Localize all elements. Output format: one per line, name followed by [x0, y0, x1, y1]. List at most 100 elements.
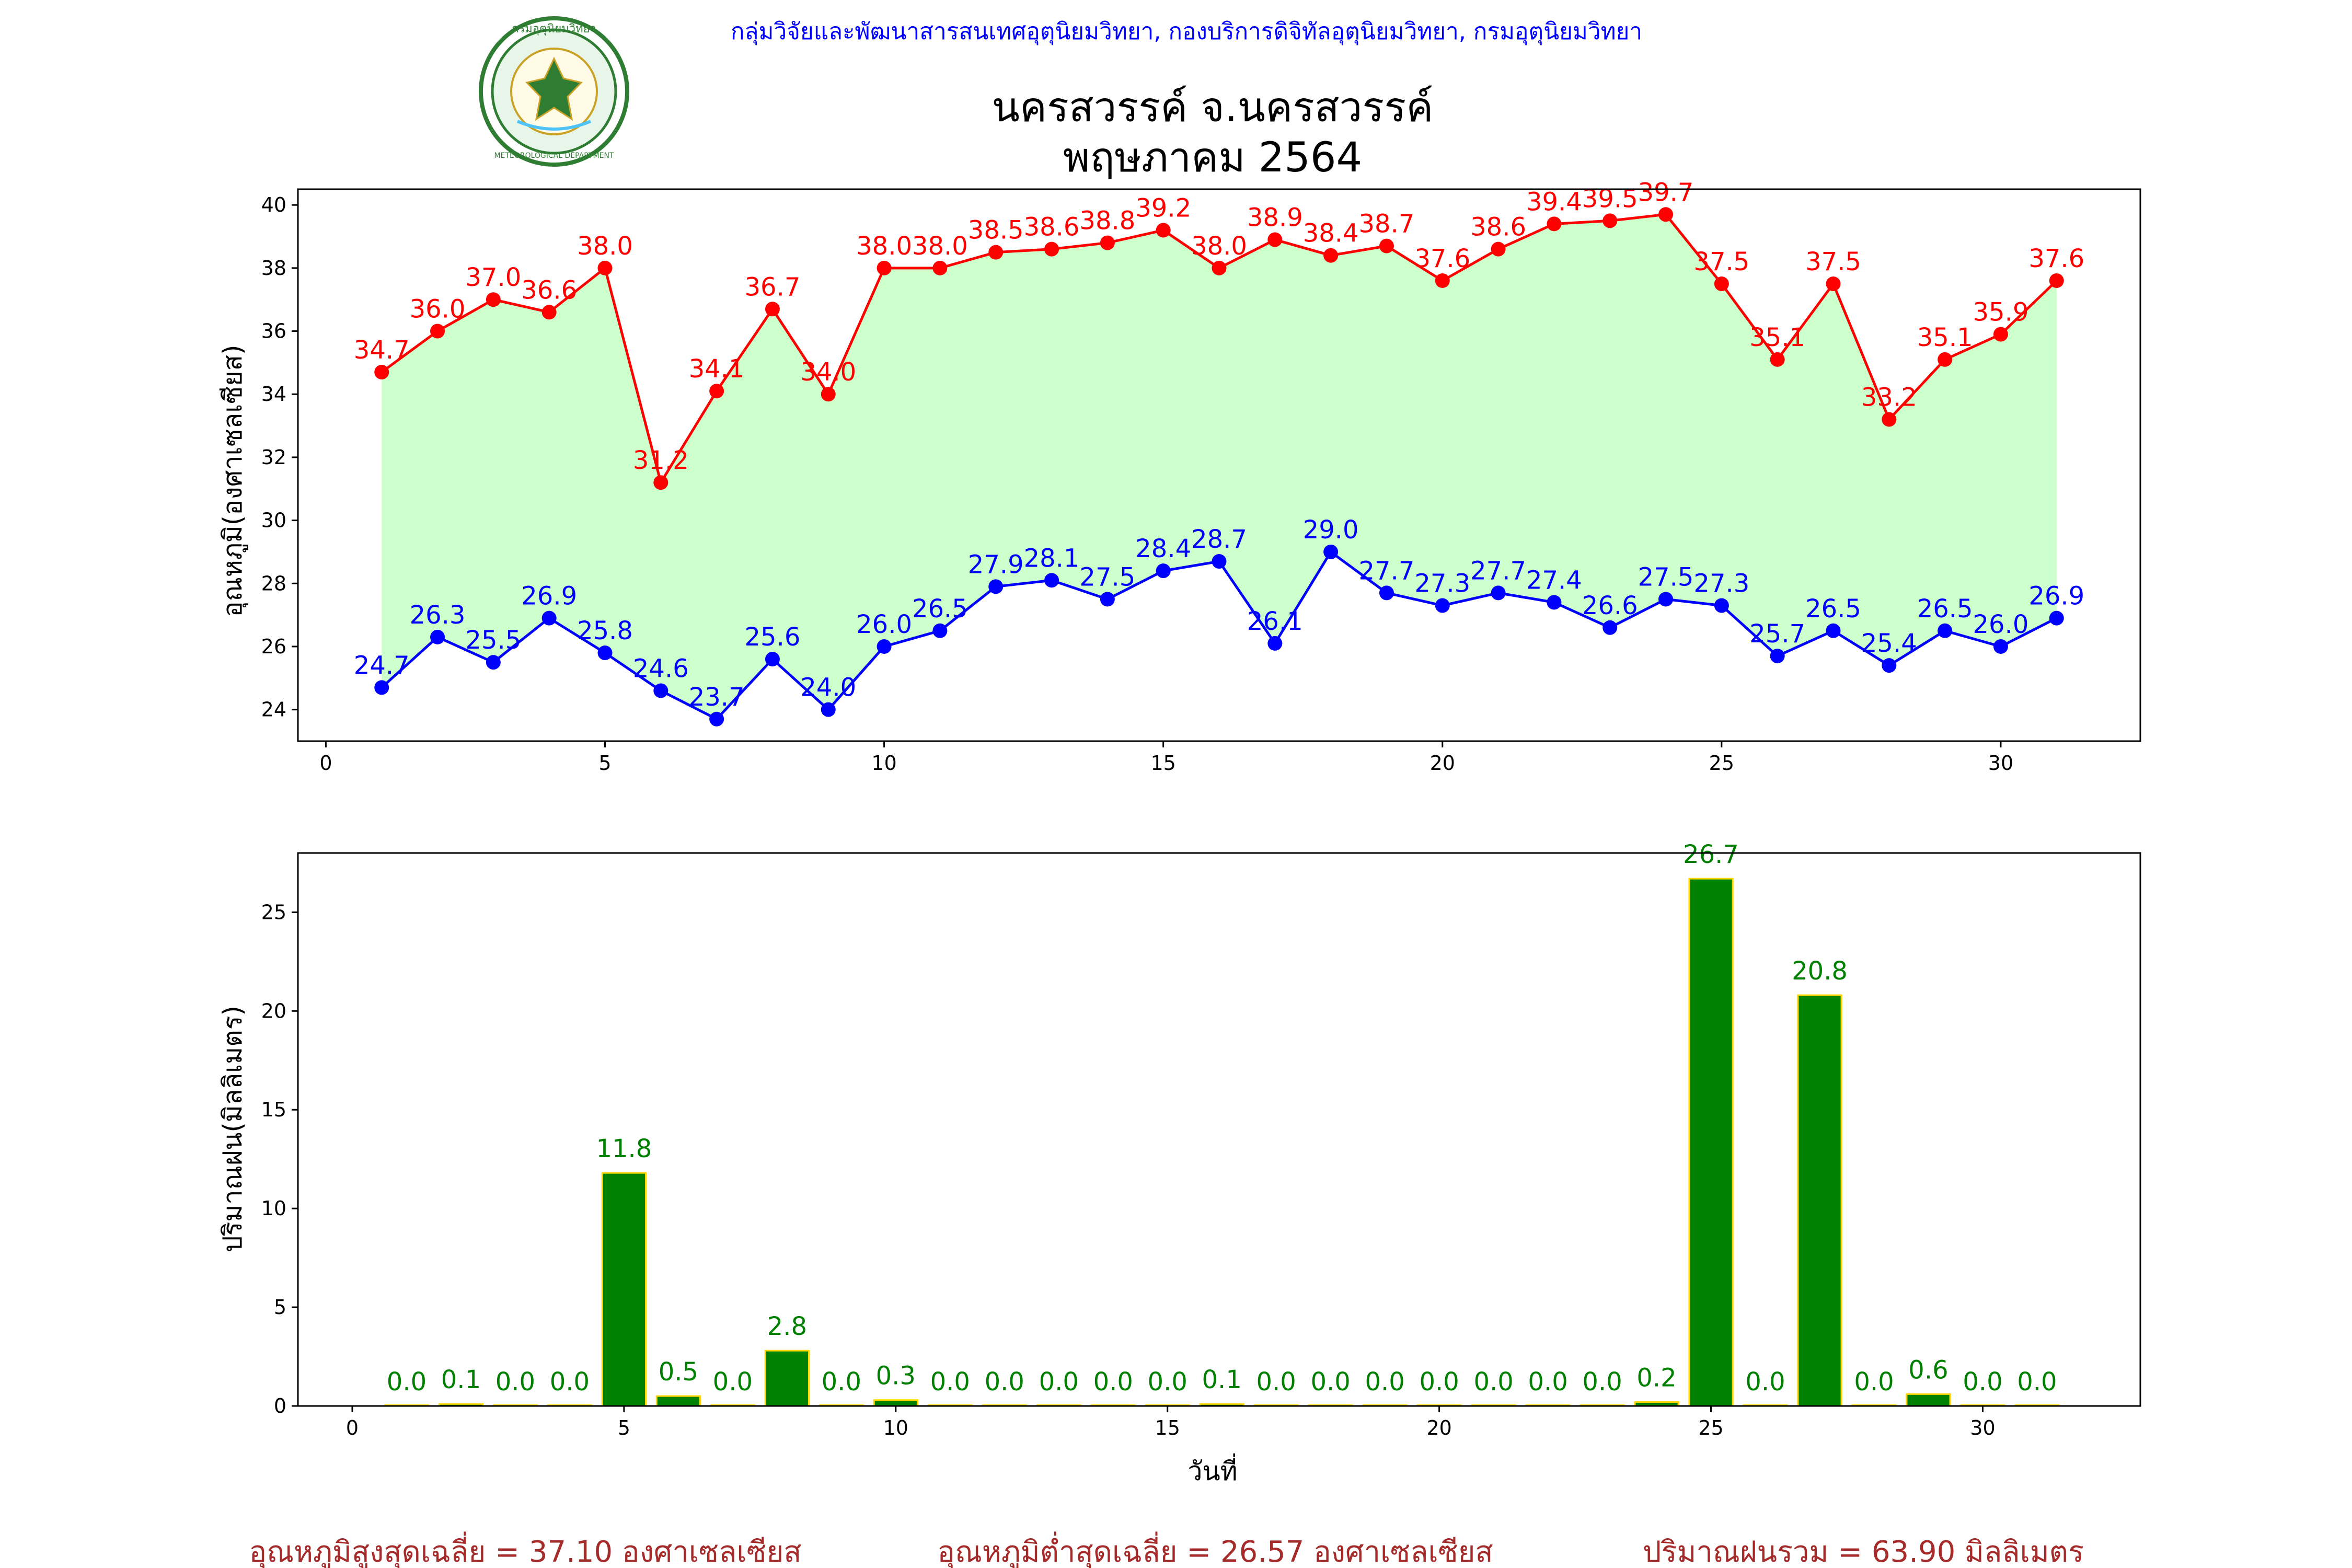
rainfall-y-axis-label: ปริมาณฝน(มิลลิเมตร) — [217, 1006, 248, 1252]
min-temperature-point — [1323, 544, 1339, 559]
max-temperature-data-label: 39.2 — [1135, 193, 1191, 223]
min-temperature-point — [932, 623, 948, 638]
min-temperature-point — [374, 680, 389, 695]
max-temperature-data-label: 35.1 — [1917, 323, 1973, 352]
rainfall-data-label: 0.1 — [441, 1365, 481, 1394]
min-temperature-data-label: 26.6 — [1582, 591, 1638, 620]
temp-y-tick-label: 26 — [261, 635, 286, 658]
max-temperature-point — [1212, 260, 1227, 275]
min-temperature-point — [486, 655, 501, 670]
max-temperature-data-label: 34.7 — [354, 336, 410, 365]
min-temperature-data-label: 26.9 — [521, 582, 577, 611]
rainfall-data-label: 0.2 — [1636, 1363, 1676, 1392]
temp-y-tick-label: 24 — [261, 698, 286, 721]
rainfall-data-label: 11.8 — [596, 1134, 652, 1163]
x-tick-label: 30 — [1988, 752, 2013, 775]
min-temperature-point — [821, 702, 836, 717]
max-temperature-point — [1100, 235, 1115, 250]
x-tick-label: 25 — [1709, 752, 1734, 775]
x-tick-label: 30 — [1970, 1416, 1995, 1439]
min-temperature-data-label: 24.0 — [800, 673, 856, 702]
temperature-panel: อุณหภูมิ(องศาเซลเซียส) 24 26 28 30 32 34 36 38 4… — [217, 178, 2141, 775]
min-temperature-data-label: 26.5 — [1805, 594, 1861, 624]
min-temperature-data-label: 23.7 — [689, 683, 745, 712]
rainfall-data-label: 0.0 — [495, 1367, 535, 1397]
rainfall-data-label: 0.0 — [550, 1367, 590, 1397]
min-temperature-data-label: 28.1 — [1024, 544, 1080, 573]
min-temperature-point — [709, 711, 724, 727]
max-temperature-data-label: 38.6 — [1470, 213, 1526, 242]
min-temperature-point — [1826, 623, 1841, 638]
temp-y-tick-label: 38 — [261, 257, 286, 280]
min-temperature-point — [1547, 595, 1562, 610]
max-temperature-point — [1323, 248, 1339, 263]
max-temperature-point — [1658, 207, 1674, 222]
rainfall-data-label: 0.0 — [985, 1367, 1024, 1397]
max-temperature-data-label: 35.1 — [1749, 323, 1805, 352]
rainfall-data-label: 0.0 — [1582, 1367, 1622, 1397]
logo-text-top: กรมอุตุนิยมวิทยา — [512, 22, 596, 36]
max-temperature-point — [932, 260, 948, 275]
min-temperature-data-label: 26.0 — [856, 610, 912, 639]
temp-y-tick-label: 28 — [261, 572, 286, 595]
min-temperature-point — [430, 629, 445, 644]
min-temperature-data-label: 27.5 — [1079, 562, 1135, 592]
min-temperature-data-label: 27.9 — [968, 550, 1024, 579]
max-temperature-point — [1770, 352, 1785, 367]
min-temperature-point — [597, 645, 613, 661]
rainfall-data-label: 0.0 — [387, 1367, 426, 1397]
min-temperature-data-label: 24.6 — [633, 654, 689, 683]
rainfall-data-label: 0.6 — [1908, 1355, 1948, 1385]
rain-y-tick-label: 0 — [274, 1394, 286, 1417]
min-temperature-data-label: 26.0 — [1973, 610, 2029, 639]
max-temperature-point — [1993, 327, 2008, 342]
x-tick-label: 0 — [346, 1416, 359, 1439]
max-temperature-point — [430, 324, 445, 339]
organization-line: กลุ่มวิจัยและพัฒนาสารสนเทศอุตุนิยมวิทยา,… — [731, 18, 1642, 45]
max-temperature-data-label: 36.6 — [521, 275, 577, 305]
min-temperature-data-label: 28.4 — [1135, 534, 1191, 563]
min-temperature-data-label: 26.9 — [2028, 582, 2084, 611]
rainfall-bar — [764, 1350, 810, 1407]
x-tick-label: 10 — [871, 752, 896, 775]
max-temperature-data-label: 37.5 — [1693, 247, 1749, 276]
rainfall-data-label: 0.1 — [1202, 1365, 1242, 1394]
rainfall-data-label: 0.0 — [822, 1367, 861, 1397]
min-temperature-data-label: 27.7 — [1359, 556, 1415, 585]
min-temperature-point — [765, 652, 780, 667]
max-temperature-point — [653, 475, 668, 490]
max-temperature-point — [1826, 276, 1841, 292]
rainfall-x-axis-label: วันที่ — [1187, 1454, 1237, 1486]
max-temperature-point — [1267, 232, 1283, 247]
x-tick-label: 20 — [1426, 1416, 1451, 1439]
min-temperature-point — [1770, 649, 1785, 664]
rainfall-data-label: 20.8 — [1792, 956, 1848, 986]
rainfall-data-label: 0.0 — [1310, 1367, 1350, 1397]
min-temperature-point — [1379, 585, 1394, 601]
rainfall-data-label: 0.0 — [1256, 1367, 1296, 1397]
max-temperature-point — [1156, 223, 1171, 238]
max-temperature-data-label: 33.2 — [1861, 383, 1917, 412]
temp-y-tick-label: 34 — [261, 383, 286, 406]
rainfall-panel: ปริมาณฝน(มิลลิเมตร) วันที่ 0 5 10 15 20 25 0 5 1… — [217, 840, 2141, 1486]
max-temperature-data-label: 34.0 — [800, 358, 856, 387]
max-temperature-data-label: 39.7 — [1638, 178, 1694, 207]
min-temperature-data-label: 27.3 — [1693, 569, 1749, 598]
min-temperature-point — [1435, 598, 1450, 613]
min-temperature-point — [1156, 563, 1171, 579]
max-temperature-point — [1547, 216, 1562, 232]
max-temperature-point — [765, 302, 780, 317]
total-rainfall: ปริมาณฝนรวม = 63.90 มิลลิเมตร — [1643, 1535, 2084, 1568]
rainfall-data-label: 0.0 — [2017, 1367, 2057, 1397]
max-temperature-point — [1435, 273, 1450, 288]
min-temperature-point — [1938, 623, 1953, 638]
chart-title-month: พฤษภาคม 2564 — [1063, 134, 1362, 181]
min-temperature-point — [1491, 585, 1506, 601]
max-temperature-data-label: 38.0 — [1191, 232, 1247, 261]
rainfall-data-label: 0.0 — [1963, 1367, 2002, 1397]
rain-y-tick-label: 5 — [274, 1296, 286, 1319]
x-tick-label: 0 — [319, 752, 332, 775]
max-temperature-data-label: 38.0 — [912, 232, 968, 261]
max-temperature-point — [374, 364, 389, 379]
